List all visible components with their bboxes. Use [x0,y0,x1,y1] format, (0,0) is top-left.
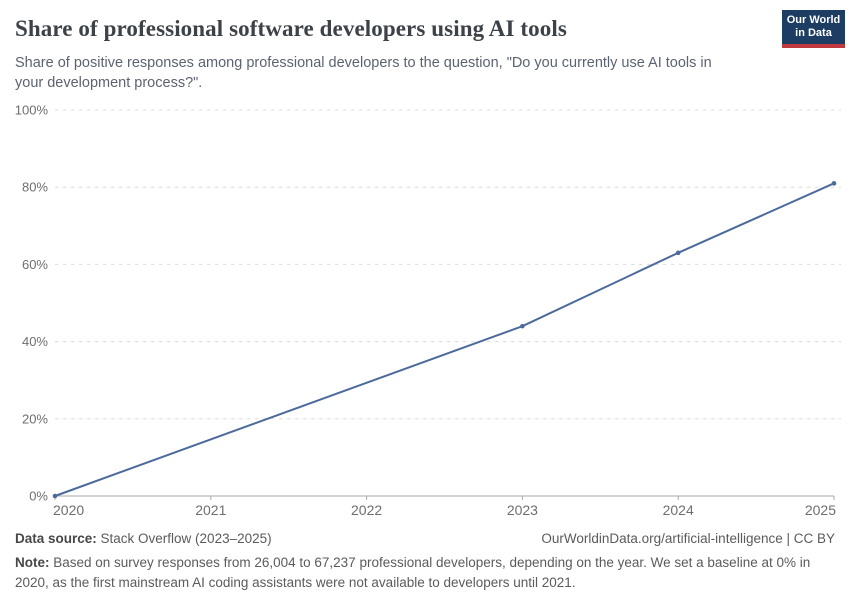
data-source-value: Stack Overflow (2023–2025) [96,531,272,546]
owid-logo[interactable]: Our World in Data [782,10,845,48]
y-tick-label: 20% [22,411,48,426]
owid-logo-line2: in Data [795,27,832,39]
x-tick-label: 2025 [805,502,836,518]
attribution-link[interactable]: OurWorldinData.org/artificial-intelligen… [541,531,835,546]
data-source: Data source: Stack Overflow (2023–2025) [15,531,272,546]
data-point[interactable] [52,493,58,499]
note-label: Note: [15,555,50,570]
x-tick-label: 2024 [663,502,694,518]
x-tick-label: 2022 [351,502,382,518]
y-tick-label: 0% [29,489,48,504]
data-line[interactable] [54,182,835,497]
chart-title: Share of professional software developer… [15,16,567,41]
owid-logo-line1: Our World [786,14,841,26]
data-point[interactable] [831,181,837,186]
y-tick-label: 100% [15,103,49,118]
y-tick-label: 40% [22,334,48,349]
x-tick-label: 2020 [53,502,84,518]
y-tick-label: 60% [22,257,48,272]
data-source-label: Data source: [15,531,97,546]
data-point[interactable] [675,250,681,256]
x-tick-label: 2023 [507,502,538,518]
note-value: Based on survey responses from 26,004 to… [15,555,811,590]
data-point[interactable] [520,323,525,329]
chart-subtitle: Share of positive responses among profes… [15,55,712,91]
footer-source-row: Data source: Stack Overflow (2023–2025) … [15,531,835,546]
footer-note: Note: Based on survey responses from 26,… [15,553,835,592]
y-tick-label: 80% [22,180,48,195]
x-tick-label: 2021 [195,502,226,518]
